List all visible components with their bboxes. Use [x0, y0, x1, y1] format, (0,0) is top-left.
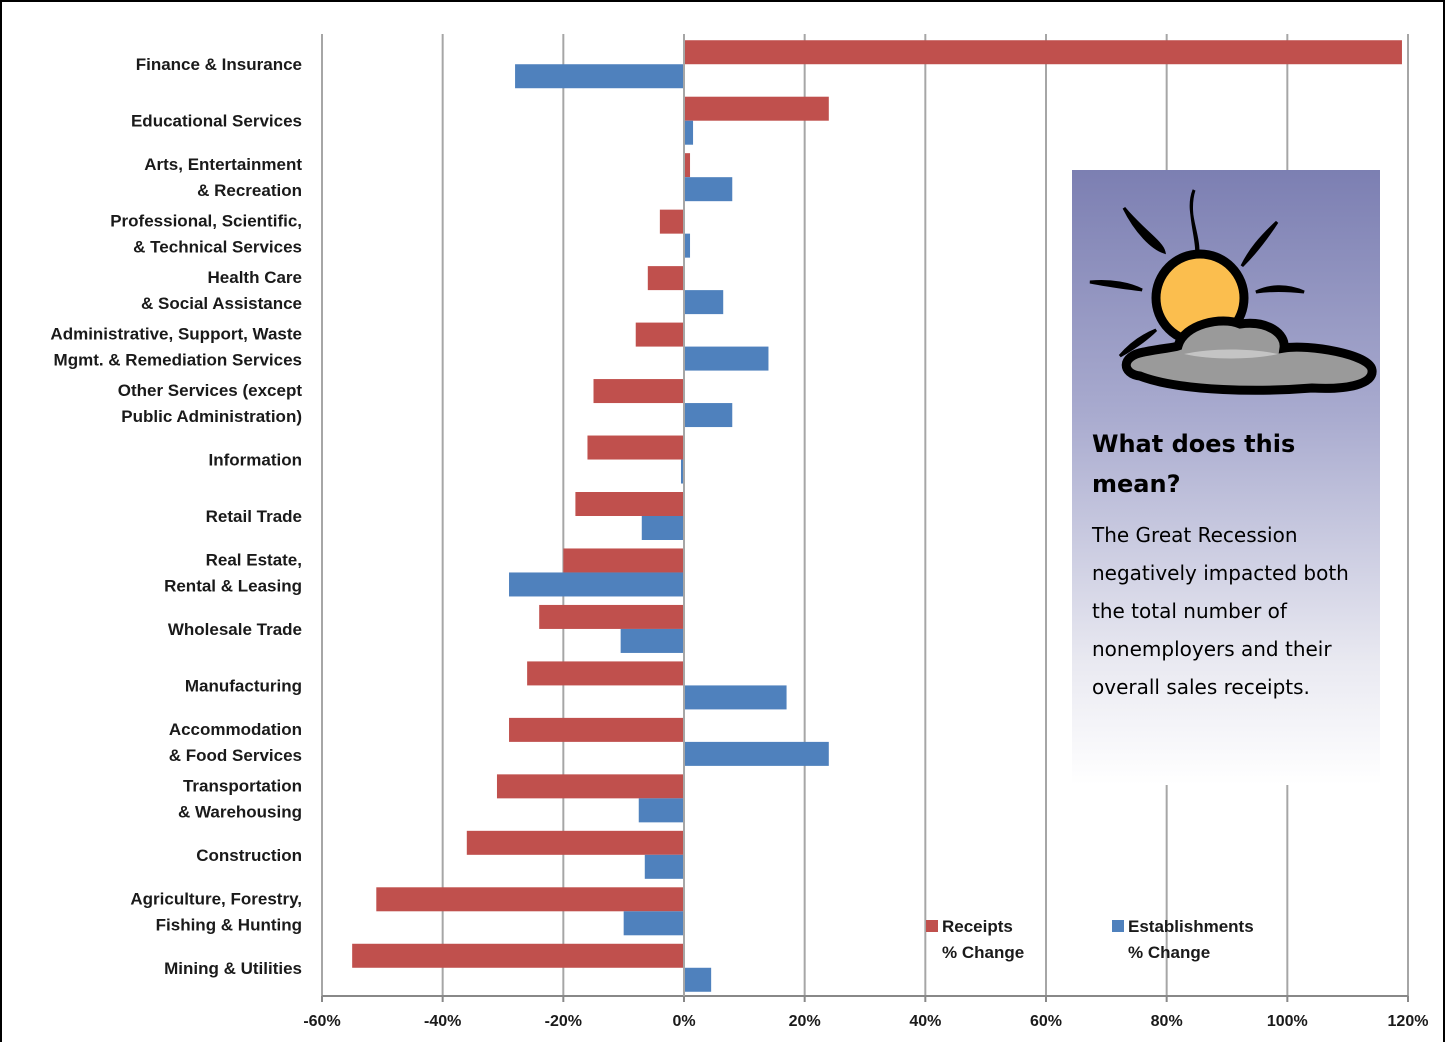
establishments-bar — [684, 685, 787, 710]
category-label: Wholesale Trade — [168, 620, 302, 639]
x-tick-label: 20% — [789, 1013, 821, 1030]
legend-label-establishments: Establishments% Change — [1128, 917, 1254, 962]
establishments-bar — [684, 290, 724, 315]
receipts-bar — [684, 153, 691, 178]
category-label: Professional, Scientific, & Technical Ser… — [110, 212, 302, 257]
establishments-bar — [684, 967, 712, 992]
category-label: Educational Services — [131, 112, 302, 131]
receipts-bar — [509, 717, 684, 742]
category-label: Finance & Insurance — [136, 55, 302, 74]
receipts-bar — [659, 209, 684, 234]
receipts-bar — [527, 661, 684, 686]
establishments-bar — [684, 177, 733, 202]
establishments-bar — [623, 911, 684, 936]
info-box-title: What does this mean? — [1092, 430, 1296, 498]
category-label: Agriculture, Forestry, Fishing & Hunting — [130, 889, 302, 934]
receipts-bar — [466, 830, 684, 855]
category-label: Real Estate, Rental & Leasing — [164, 550, 302, 595]
establishments-bar — [509, 572, 684, 597]
establishments-bar — [515, 64, 684, 89]
x-tick-label: -20% — [545, 1013, 582, 1030]
category-label: Construction — [196, 846, 302, 865]
establishments-bar — [680, 459, 684, 484]
category-label: Manufacturing — [185, 676, 302, 695]
receipts-bar — [539, 604, 684, 629]
legend: Receipts% Change Establishments% Change — [926, 917, 1254, 962]
establishments-bar — [684, 741, 829, 766]
receipts-bar — [593, 379, 684, 404]
info-box-body: The Great Recession negatively impacted … — [1092, 523, 1349, 699]
x-axis-ticks: -60% -40% -20% 0% 20% 40% 60% 80% 100% 120% — [303, 1013, 1428, 1030]
bars — [352, 34, 1402, 996]
category-label: Retail Trade — [206, 507, 302, 526]
x-tick-label: 100% — [1267, 1013, 1308, 1030]
category-label: Mining & Utilities — [164, 959, 302, 978]
receipts-bar — [376, 887, 684, 912]
receipts-bar — [635, 322, 684, 347]
establishments-bar — [620, 628, 684, 653]
receipts-bar — [563, 548, 684, 573]
receipts-bar — [647, 266, 684, 291]
establishments-bar — [684, 233, 691, 258]
establishments-bar — [644, 854, 684, 879]
receipts-bar — [684, 96, 829, 121]
legend-label-receipts: Receipts% Change — [942, 917, 1024, 962]
info-box: What does this mean? The Great Recession… — [1072, 170, 1380, 785]
x-tick-label: 120% — [1388, 1013, 1429, 1030]
x-tick-label: 80% — [1151, 1013, 1183, 1030]
x-tick-label: 60% — [1030, 1013, 1062, 1030]
category-label: Other Services (except Public Administrat… — [118, 381, 303, 426]
category-label: Transportation & Warehousing — [178, 776, 302, 821]
category-labels: Finance & Insurance Educational Services A… — [50, 55, 302, 978]
category-label: Arts, Entertainment & Recreation — [144, 155, 302, 200]
establishments-bar — [684, 346, 769, 371]
legend-swatch-establishments — [1112, 920, 1124, 932]
category-label: Administrative, Support, Waste Mgmt. & Re… — [50, 325, 302, 370]
x-tick-label: 40% — [909, 1013, 941, 1030]
receipts-bar — [496, 774, 684, 799]
receipts-bar — [575, 492, 684, 516]
category-label: Information — [209, 451, 303, 470]
receipts-bar — [684, 40, 1402, 65]
category-label: Accommodation & Food Services — [169, 720, 302, 765]
receipts-bar — [352, 943, 684, 968]
receipts-bar — [587, 435, 684, 460]
establishments-bar — [638, 798, 684, 823]
establishments-bar — [641, 516, 684, 540]
x-tick-label: -60% — [303, 1013, 340, 1030]
x-tick-label: -40% — [424, 1013, 461, 1030]
establishments-bar — [684, 403, 733, 428]
category-label: Health Care & Social Assistance — [141, 268, 302, 313]
establishments-bar — [684, 120, 694, 145]
legend-swatch-receipts — [926, 920, 938, 932]
sun-behind-cloud-icon — [1089, 189, 1377, 395]
x-tick-label: 0% — [672, 1013, 695, 1030]
